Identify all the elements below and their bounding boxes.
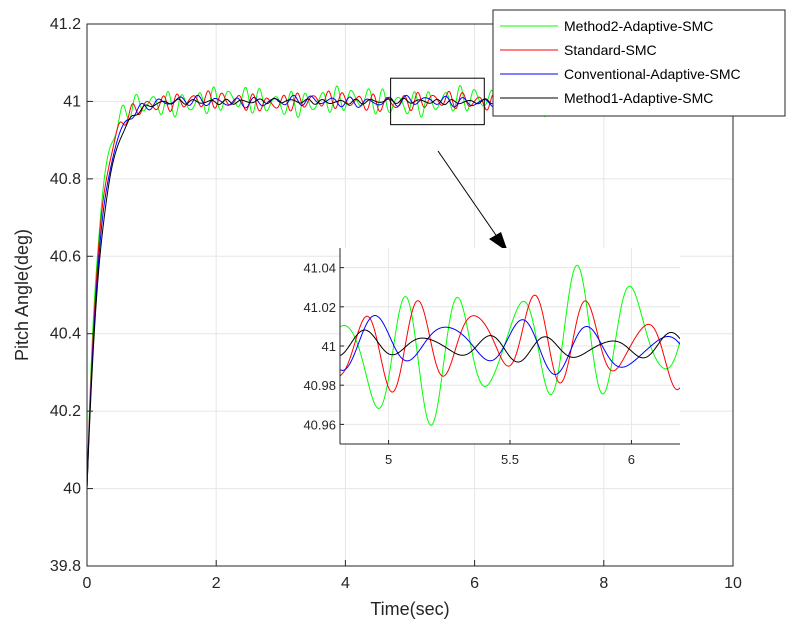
y-tick-label: 39.8	[50, 558, 81, 575]
y-tick-label: 40.4	[50, 326, 81, 343]
y-axis-label: Pitch Angle(deg)	[12, 229, 32, 361]
x-tick-label: 8	[599, 575, 608, 592]
inset-grid	[340, 248, 680, 444]
inset-x-tick-label: 5.5	[501, 452, 519, 467]
y-tick-label: 40.2	[50, 403, 81, 420]
inset-y-tick-label: 41.02	[303, 300, 336, 315]
legend-label-3: Method1-Adaptive-SMC	[564, 90, 713, 106]
inset-y-tick-label: 40.96	[303, 417, 336, 432]
y-tick-label: 40.6	[50, 248, 81, 265]
inset-series-line-0	[340, 264, 680, 426]
inset-x-tick-label: 6	[628, 452, 635, 467]
plot-frame	[86, 23, 734, 567]
zoom-arrow-line	[437, 150, 501, 242]
inset-x-tick-label: 5	[385, 452, 392, 467]
inset-series-lines	[340, 264, 680, 426]
main-ticks: 0 2 4 6 8 10 39.8 40 40.2 40.4 40.6 40.8 41 41.2	[50, 16, 742, 592]
inset-y-tick-label: 41.04	[303, 261, 336, 276]
inset-ticks: 5 5.5 6 40.96 40.98 41 41.02 41.04	[303, 261, 635, 467]
inset-y-tick-label: 41	[322, 339, 336, 354]
x-axis-label: Time(sec)	[370, 599, 449, 619]
y-tick-label: 40	[63, 481, 81, 498]
x-tick-label: 6	[470, 575, 479, 592]
zoom-region-box	[390, 77, 485, 126]
x-tick-label: 10	[724, 575, 742, 592]
legend-label-2: Conventional-Adaptive-SMC	[564, 66, 741, 82]
y-tick-label: 40.8	[50, 171, 81, 188]
inset-series-line-2	[340, 315, 680, 375]
inset-series-line-3	[340, 329, 680, 363]
legend-label-1: Standard-SMC	[564, 42, 657, 58]
x-tick-label: 4	[341, 575, 350, 592]
legend-label-0: Method2-Adaptive-SMC	[564, 18, 713, 34]
legend: Method2-Adaptive-SMC Standard-SMC Conventi…	[492, 9, 786, 117]
inset-y-tick-label: 40.98	[303, 378, 336, 393]
x-tick-label: 0	[83, 575, 92, 592]
x-tick-label: 2	[212, 575, 221, 592]
inset-series-line-1	[340, 294, 680, 393]
y-tick-label: 41	[63, 93, 81, 110]
y-tick-label: 41.2	[50, 16, 81, 33]
zoom-arrow-head	[489, 232, 508, 252]
